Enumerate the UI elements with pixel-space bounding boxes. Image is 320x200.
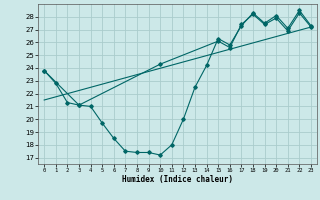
X-axis label: Humidex (Indice chaleur): Humidex (Indice chaleur) xyxy=(122,175,233,184)
